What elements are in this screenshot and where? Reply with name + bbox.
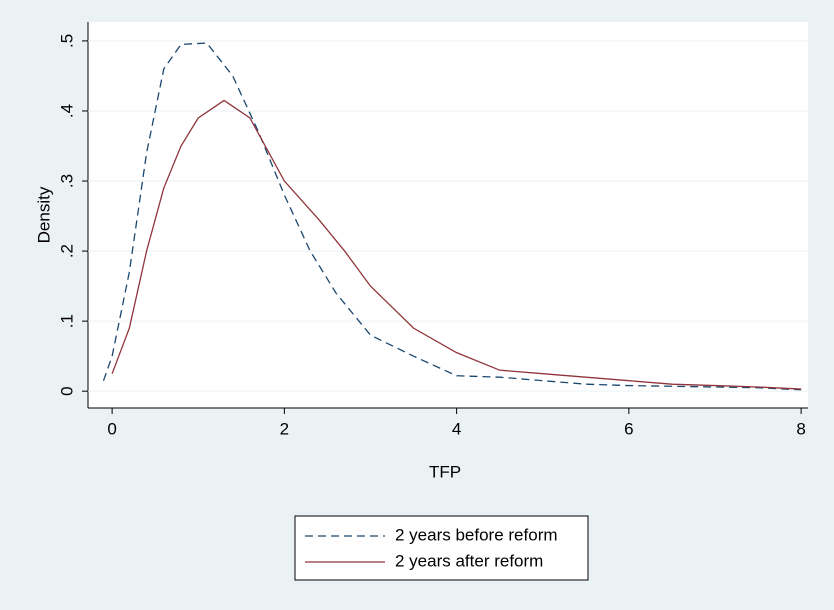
x-tick-label: 8 [796,419,805,438]
legend [294,515,589,581]
y-tick-label: .5 [57,34,76,48]
plot-area [88,22,808,408]
x-axis-label: TFP [429,462,461,481]
legend-label: 2 years after reform [395,551,543,570]
series-line [111,99,802,390]
y-tick-label: 0 [57,386,76,395]
y-tick-label: .2 [57,244,76,258]
y-axis-label: Density [34,186,53,243]
y-tick-label: .4 [57,104,76,118]
x-tick-label: 0 [107,419,116,438]
y-tick-label: .3 [57,174,76,188]
y-tick-label: .1 [57,314,76,328]
x-tick-label: 4 [452,419,461,438]
x-tick-label: 6 [624,419,633,438]
series-line [102,42,802,391]
legend-label: 2 years before reform [395,525,558,544]
x-tick-label: 2 [280,419,289,438]
